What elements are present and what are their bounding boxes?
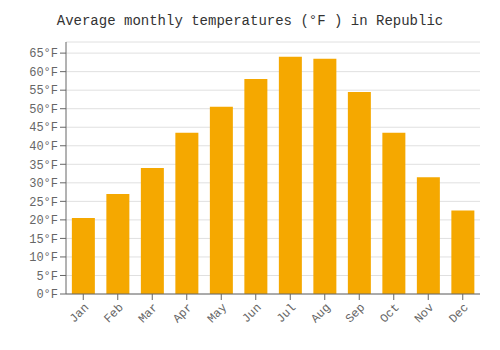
svg-text:Nov: Nov xyxy=(412,301,437,326)
svg-text:25°F: 25°F xyxy=(29,196,58,210)
svg-text:55°F: 55°F xyxy=(29,84,58,98)
svg-text:Apr: Apr xyxy=(170,301,195,326)
svg-text:65°F: 65°F xyxy=(29,47,58,61)
svg-text:Sep: Sep xyxy=(343,301,368,326)
svg-text:35°F: 35°F xyxy=(29,159,58,173)
svg-text:45°F: 45°F xyxy=(29,121,58,135)
svg-text:15°F: 15°F xyxy=(29,233,58,247)
svg-text:Mar: Mar xyxy=(136,301,161,326)
svg-text:Feb: Feb xyxy=(101,301,126,326)
svg-text:20°F: 20°F xyxy=(29,214,58,228)
svg-text:Jul: Jul xyxy=(274,301,299,326)
svg-text:10°F: 10°F xyxy=(29,251,58,265)
svg-text:40°F: 40°F xyxy=(29,140,58,154)
svg-text:Oct: Oct xyxy=(377,301,402,326)
svg-text:50°F: 50°F xyxy=(29,103,58,117)
svg-text:May: May xyxy=(205,301,230,326)
svg-text:Dec: Dec xyxy=(446,301,471,326)
svg-text:5°F: 5°F xyxy=(36,270,58,284)
svg-text:30°F: 30°F xyxy=(29,177,58,191)
svg-text:0°F: 0°F xyxy=(36,288,58,302)
svg-text:Aug: Aug xyxy=(308,301,333,326)
svg-text:Jun: Jun xyxy=(239,301,264,326)
svg-text:60°F: 60°F xyxy=(29,66,58,80)
svg-text:Jan: Jan xyxy=(67,301,92,326)
html-text:Average monthly temperatures (: Average monthly temperatures (°F ) in Re… xyxy=(56,13,444,29)
